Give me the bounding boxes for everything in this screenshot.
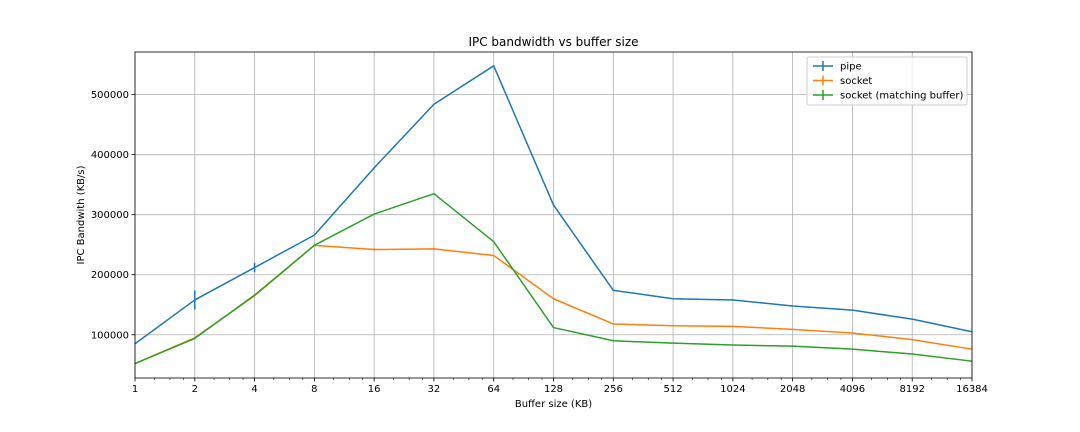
y-tick-label: 200000: [91, 270, 129, 281]
series-0: [134, 65, 973, 345]
x-tick-label: 16384: [956, 384, 988, 395]
y-tick-label: 300000: [91, 210, 129, 221]
x-tick-label: 256: [604, 384, 623, 395]
series-line: [134, 65, 973, 345]
x-tick-label: 8192: [899, 384, 924, 395]
series-line: [134, 192, 973, 365]
x-tick-label: 2: [192, 384, 198, 395]
y-axis: 100000 200000 300000 400000 500000: [91, 90, 135, 341]
x-axis: 1 2 4 8 16 32 64 128 256 512 1024 2048 4096 8192 16384: [132, 378, 988, 395]
x-tick-label: 4096: [840, 384, 865, 395]
grid-lines: [134, 52, 973, 378]
y-tick-label: 100000: [91, 330, 129, 341]
chart-title: IPC bandwidth vs buffer size: [468, 35, 638, 49]
x-tick-label: 64: [487, 384, 500, 395]
legend-item: socket: [813, 75, 872, 87]
x-tick-label: 128: [544, 384, 563, 395]
x-tick-label: 8: [311, 384, 317, 395]
legend-item: socket (matching buffer): [813, 90, 964, 102]
legend: pipe socket socket (matching buffer): [806, 56, 968, 106]
x-tick-label: 1024: [720, 384, 745, 395]
series-lines: [134, 65, 973, 365]
series-2: [134, 192, 973, 365]
legend-item: pipe: [813, 61, 862, 73]
y-tick-label: 400000: [91, 150, 129, 161]
legend-items: pipe socket socket (matching buffer): [813, 61, 964, 102]
x-tick-label: 512: [664, 384, 683, 395]
legend-label: socket (matching buffer): [840, 91, 964, 102]
y-tick-label: 500000: [91, 90, 129, 101]
x-tick-label: 32: [428, 384, 441, 395]
x-tick-label: 4: [251, 384, 257, 395]
x-tick-label: 16: [368, 384, 381, 395]
legend-label: socket: [840, 76, 872, 87]
x-axis-label: Buffer size (KB): [515, 399, 592, 410]
legend-label: pipe: [840, 62, 862, 73]
y-axis-label: IPC Bandwith (KB/s): [76, 165, 87, 264]
legend-box: [806, 56, 968, 106]
x-tick-label: 1: [132, 384, 138, 395]
plot-area: [134, 51, 973, 379]
x-tick-label: 2048: [780, 384, 805, 395]
